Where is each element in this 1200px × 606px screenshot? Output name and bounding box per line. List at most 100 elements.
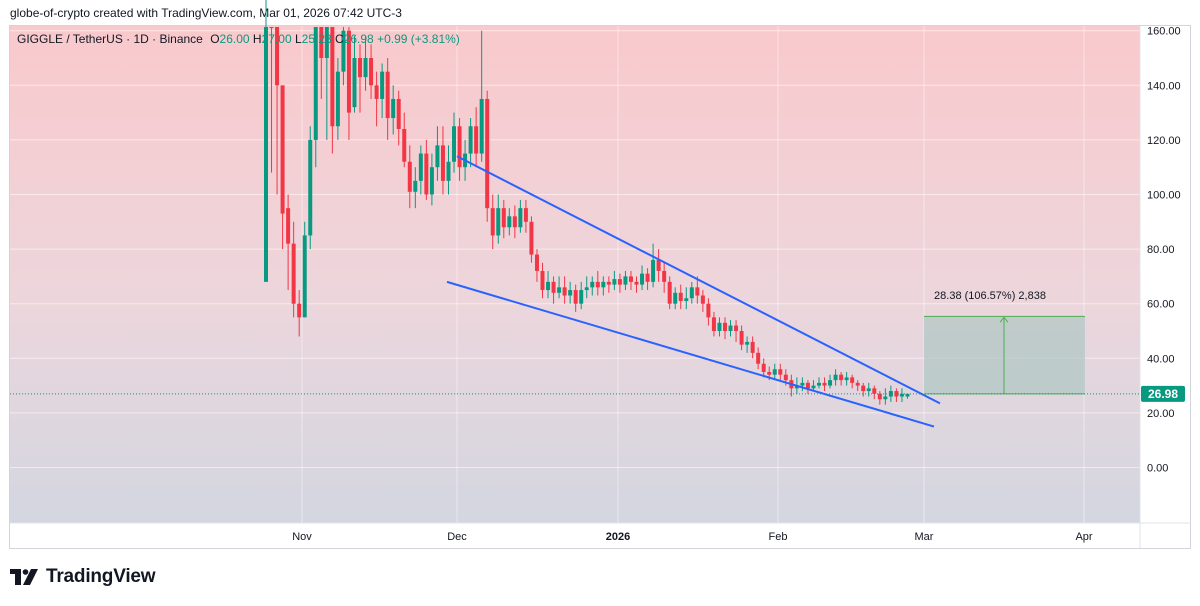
candle-body [452,126,457,162]
candle-body [385,71,390,119]
symbol-name[interactable]: GIGGLE / TetherUS · 1D · Binance [17,32,203,46]
candle-body [446,161,451,181]
candle-body [518,208,523,228]
change-value: +0.99 (+3.81%) [377,32,460,46]
tradingview-logo-icon [10,569,38,585]
trendlines [446,155,941,428]
candle-body [811,385,816,389]
measure-label: 28.38 (106.57%) 2,838 [934,290,1046,302]
price-tick-label: 0.00 [1147,463,1168,475]
candle-body [562,287,567,296]
candle-body [391,98,396,119]
price-tick-label: 40.00 [1147,353,1175,365]
candle-body [905,393,910,397]
price-tick-label: 60.00 [1147,299,1175,311]
candle-body [640,273,645,285]
candle-body [546,281,551,291]
candle-body [435,145,440,168]
open-value: 26.00 [219,32,250,46]
candle-body [319,27,324,58]
candle-body [579,290,584,304]
chart-background [10,26,1140,523]
close-label: C [335,32,344,46]
price-scale: 160.00 140.00 120.00 100.00 80.00 60.00 40.00 2… [1147,26,1181,475]
candle-body [407,161,412,192]
low-value: 25.23 [301,32,332,46]
candle-body [302,235,307,318]
candle-body [778,369,783,375]
candle-body [861,385,866,392]
time-tick-label: Dec [447,531,467,543]
candle-body [772,369,777,375]
candle-body [264,27,268,282]
candles [264,0,910,405]
candle-body [523,208,528,222]
candle-body [695,287,700,296]
price-tick-label: 20.00 [1147,408,1175,420]
tradingview-logo[interactable]: TradingView [10,566,156,588]
candle-body [380,71,385,99]
open-label: O [210,32,220,46]
candle-body [297,303,302,318]
chart-frame[interactable] [9,25,1191,549]
candle-body [352,58,357,108]
candle-body [645,273,650,282]
candle-body [855,382,860,386]
candle-body [839,374,844,381]
candle-body [275,27,280,86]
trendline-upper [456,155,941,405]
price-tick-label: 160.00 [1147,26,1181,38]
candle-body [330,27,335,127]
candle-body [590,281,595,288]
candle-body [767,371,772,375]
candle-body [877,393,882,400]
candle-body [805,382,810,389]
candle-body [507,216,512,228]
measure-arrow-head [999,316,1009,323]
candle-body [817,382,821,386]
candle-body [374,85,379,99]
symbol-legend: GIGGLE / TetherUS · 1D · Binance O26.00 … [17,32,460,46]
candle-body [595,281,600,288]
candle-body [269,27,274,28]
candle-body [363,58,368,78]
candle-body [606,281,611,285]
candle-body [673,292,678,304]
candle-body [474,126,479,154]
candle-body [722,322,727,331]
time-tick-label: Nov [292,531,312,543]
chart-attribution: globe-of-crypto created with TradingView… [10,6,402,20]
candle-body [346,30,351,113]
candle-body [739,331,744,345]
grid-lines [10,26,1140,523]
candle-body [429,167,434,195]
candle-body [358,58,363,78]
candle-body [418,153,423,181]
candle-body [745,341,750,345]
candle-body [628,276,633,282]
candle-body [540,270,545,291]
time-scale: Nov Dec 2026 Feb Mar Apr [292,531,1093,543]
candle-body [369,58,374,86]
candle-body [501,208,506,228]
candle-body [700,295,705,304]
candle-body [457,126,462,168]
candle-body [894,391,899,397]
price-tick-label: 140.00 [1147,80,1181,92]
candle-body [617,279,622,285]
last-price-label: 26.98 [1148,387,1178,401]
price-tick-label: 80.00 [1147,244,1175,256]
candle-body [761,363,766,372]
candle-body [584,287,589,291]
candle-body [413,180,418,192]
candle-body [899,393,904,397]
candle-body [844,377,849,381]
candle-body [850,377,855,383]
high-label: H [252,32,262,46]
candle-body [402,128,407,162]
candle-body [308,139,313,236]
candle-body [496,208,501,236]
candle-body [529,221,534,255]
candle-body [557,287,562,293]
